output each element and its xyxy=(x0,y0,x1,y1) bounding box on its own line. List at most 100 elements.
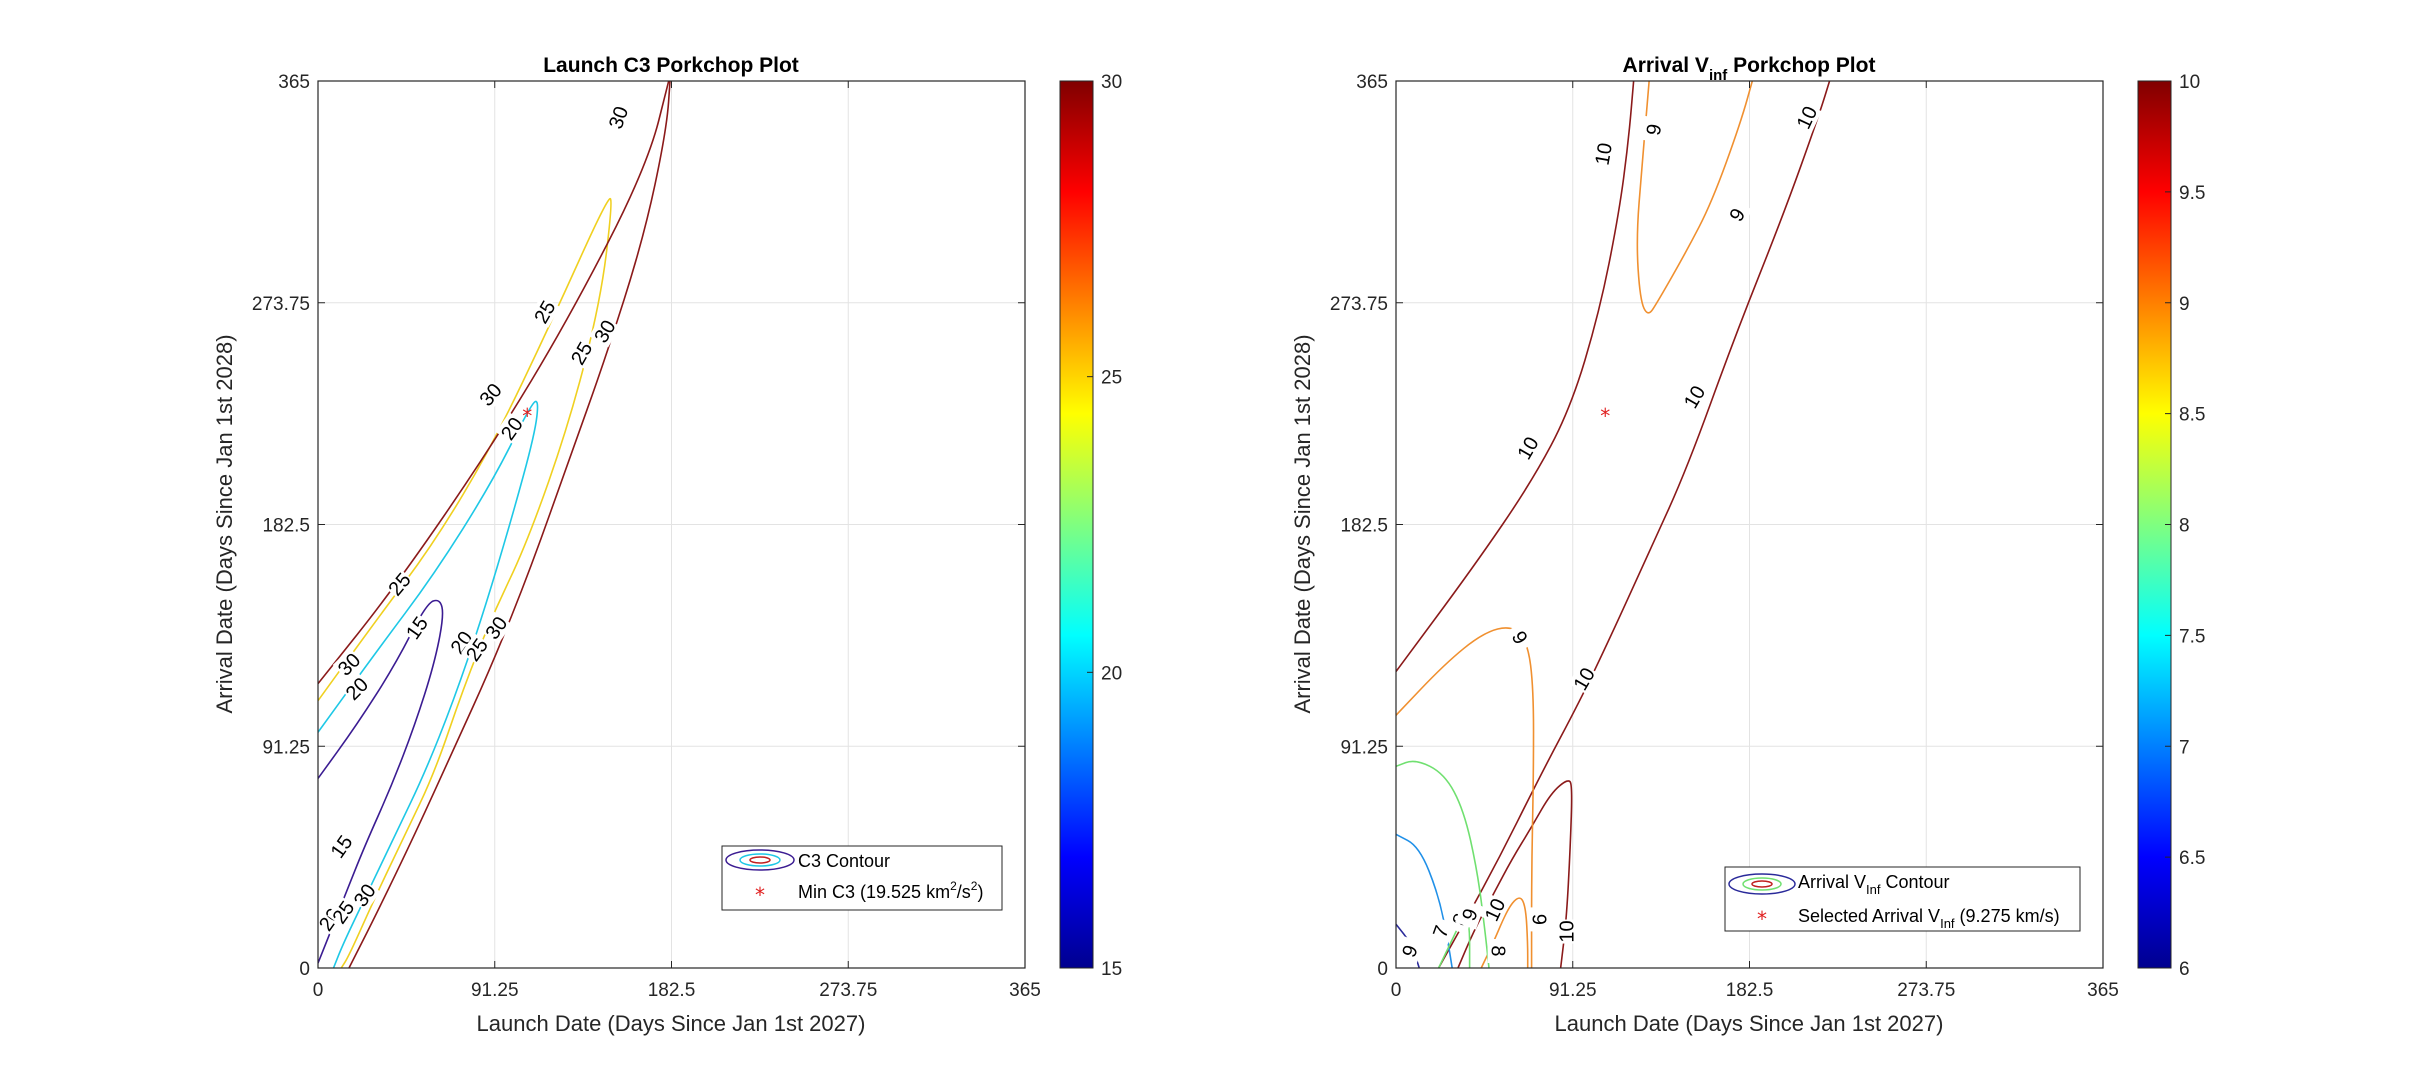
x-tick-label: 365 xyxy=(2087,980,2119,1001)
contour-label-bg xyxy=(474,378,507,411)
colorbar-tick-label: 15 xyxy=(1101,959,1122,980)
y-tick-label: 0 xyxy=(299,959,310,980)
contour-line-30 xyxy=(318,81,671,968)
y-axis-label: Arrival Date (Days Since Jan 1st 2028) xyxy=(212,334,237,713)
legend-selected-sub: Inf xyxy=(1940,916,1955,931)
title-main: Arrival V xyxy=(1623,54,1709,77)
contour-label-bg xyxy=(1568,662,1600,695)
contour-line-20 xyxy=(318,400,539,968)
y-tick-label: 91.25 xyxy=(262,737,310,758)
y-tick-label: 182.5 xyxy=(262,516,310,537)
contour-label: 15 xyxy=(402,613,433,644)
legend-marker-icon: * xyxy=(1757,907,1767,931)
legend-selected-pre: Selected Arrival V xyxy=(1798,906,1940,926)
contour-label-bg xyxy=(565,337,597,370)
x-tick-label: 273.75 xyxy=(1897,980,1955,1001)
colorbar-gradient xyxy=(2137,80,2172,969)
y-tick-label: 273.75 xyxy=(1330,294,1388,315)
contour-label-bg xyxy=(1504,621,1536,654)
y-tick-label: 91.25 xyxy=(1340,737,1388,758)
grid-lines xyxy=(317,80,1026,969)
legend-min-sup2: 2 xyxy=(971,879,978,893)
contour-label: 10 xyxy=(1680,382,1710,412)
min-marker: * xyxy=(522,404,532,428)
contour-line-10 xyxy=(1457,780,1573,968)
legend-contour-icon xyxy=(1728,873,1796,895)
contour-label: 25 xyxy=(530,297,560,327)
colorbar-tick-label: 7.5 xyxy=(2179,626,2205,647)
colorbar-tick-label: 8 xyxy=(2179,516,2190,537)
contour-label: 25 xyxy=(567,339,597,369)
contour-lines xyxy=(1396,81,1831,968)
contour-label-bg xyxy=(1555,919,1578,944)
contour-label-bg xyxy=(603,102,633,133)
axis-ticks: 0 91.25 182.5 273.75 365 0 91.25 182.5 273.75 365 xyxy=(252,72,1041,1001)
x-tick-label: 91.25 xyxy=(1549,980,1597,1001)
contour-label: 10 xyxy=(1481,895,1510,924)
x-tick-label: 91.25 xyxy=(471,980,519,1001)
legend-label-contour: Arrival VInf Contour xyxy=(1798,872,1950,897)
y-tick-label: 365 xyxy=(278,72,310,93)
contour-label: 15 xyxy=(327,832,358,863)
contour-label-bg xyxy=(495,412,528,445)
legend-box xyxy=(721,845,1003,911)
legend-min-sup1: 2 xyxy=(950,879,957,893)
contour-label: 9 xyxy=(1643,122,1667,137)
colorbar-tick-label: 7 xyxy=(2179,737,2190,758)
contour-label: 6 xyxy=(1529,914,1551,925)
contour-label: 10 xyxy=(1591,141,1617,167)
colorbar-tick-label: 9.5 xyxy=(2179,183,2205,204)
contour-label-bg xyxy=(332,647,366,681)
contour-label-bg xyxy=(1590,140,1617,168)
colorbar-tick-label: 6.5 xyxy=(2179,848,2205,869)
title-sub: inf xyxy=(1709,67,1728,84)
colorbar: 6 6.5 7 7.5 8 8.5 9 9.5 10 xyxy=(2137,72,2205,980)
colorbar-tick-label: 25 xyxy=(1101,368,1122,389)
contour-label: 30 xyxy=(482,613,513,644)
contour-line-9 xyxy=(1636,81,1754,314)
colorbar-ticks: 6 6.5 7 7.5 8 8.5 9 9.5 10 xyxy=(2165,72,2205,980)
contour-label-bg xyxy=(589,315,621,348)
contour-label-bg xyxy=(327,895,360,929)
colorbar-tick-label: 10 xyxy=(2179,72,2200,93)
colorbar-tick-label: 20 xyxy=(1101,663,1122,684)
legend: C3 Contour * Min C3 (19.525 km2/s2) xyxy=(721,845,1003,911)
contour-label-bg xyxy=(1678,381,1710,413)
chart-title: Launch C3 Porkchop Plot xyxy=(543,54,799,77)
contour-line-8 xyxy=(1396,760,1490,968)
x-axis-label: Launch Date (Days Since Jan 1st 2027) xyxy=(1555,1011,1944,1036)
contour-line-15 xyxy=(318,599,444,964)
contour-labels: 10910910109109789108610 xyxy=(1395,101,1822,967)
contour-label-bg xyxy=(1791,101,1822,133)
contour-label-bg xyxy=(1479,894,1510,926)
contour-label-bg xyxy=(400,611,433,644)
legend-min-prefix: Min C3 (19.525 km xyxy=(798,882,950,902)
contour-label-bg xyxy=(529,295,561,328)
y-tick-label: 0 xyxy=(1377,959,1388,980)
contour-label-bg xyxy=(1640,115,1667,144)
contour-label-bg xyxy=(1528,907,1551,932)
title-rest: Porkchop Plot xyxy=(1727,54,1875,77)
contour-label-bg xyxy=(1512,432,1544,464)
legend-label-contour: C3 Contour xyxy=(798,851,890,871)
selected-marker: * xyxy=(1600,404,1610,428)
x-tick-label: 182.5 xyxy=(648,980,696,1001)
legend-contour-sub: Inf xyxy=(1866,882,1881,897)
contour-label-bg xyxy=(340,672,374,705)
contour-label-bg xyxy=(1455,899,1485,930)
y-tick-label: 182.5 xyxy=(1340,516,1388,537)
legend-selected-post: (9.275 km/s) xyxy=(1955,906,2060,926)
legend-contour-pre: Arrival V xyxy=(1798,872,1866,892)
legend-min-suffix: ) xyxy=(977,882,983,902)
legend-label-selected: Selected Arrival VInf (9.275 km/s) xyxy=(1798,906,2060,931)
contour-label-bg xyxy=(383,567,416,601)
contour-line-10 xyxy=(1437,81,1831,968)
contour-line-10 xyxy=(1396,81,1635,672)
contour-label-bg xyxy=(1487,938,1510,963)
contour-label: 30 xyxy=(605,104,633,132)
contour-label-bg xyxy=(348,878,381,912)
colorbar-tick-label: 9 xyxy=(2179,294,2190,315)
contour-label: 10 xyxy=(1513,433,1543,463)
